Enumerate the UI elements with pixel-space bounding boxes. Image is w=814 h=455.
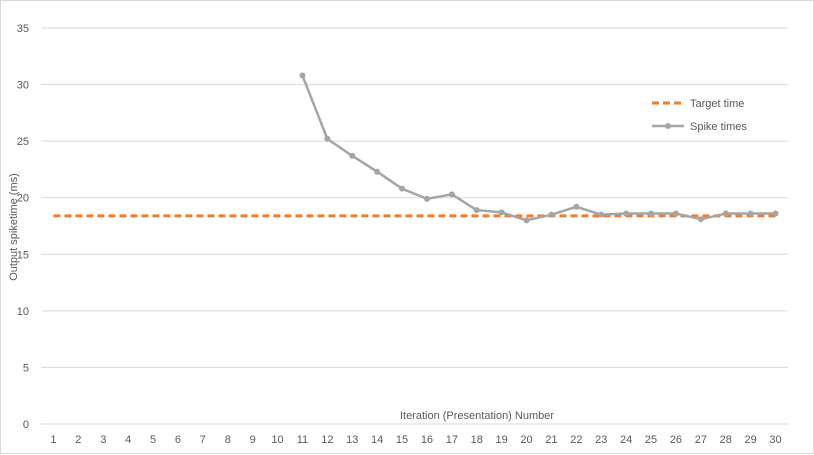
x-axis-ticks: 1 2 3 4 5 6 7 8 9 10 11 12 13 14 15 16 17 18 19 20 21 22 23 24 2…	[50, 434, 781, 446]
x-tick-label: 21	[545, 434, 557, 446]
x-tick-label: 20	[520, 434, 532, 446]
data-point	[349, 152, 356, 159]
x-tick-label: 13	[346, 434, 358, 446]
x-tick-label: 5	[150, 434, 156, 446]
x-tick-label: 12	[321, 434, 333, 446]
y-tick-label: 5	[23, 362, 29, 374]
data-point	[423, 195, 430, 202]
data-point	[598, 211, 605, 218]
data-point	[722, 210, 729, 217]
data-point	[399, 185, 406, 192]
x-tick-label: 1	[50, 434, 56, 446]
x-tick-label: 2	[75, 434, 81, 446]
x-tick-label: 15	[396, 434, 408, 446]
data-point	[772, 210, 779, 217]
legend-label: Spike times	[690, 121, 747, 133]
x-tick-label: 16	[421, 434, 433, 446]
data-point	[299, 72, 306, 79]
y-axis-ticks: 0 5 10 15 20 25 30 35	[17, 23, 29, 431]
data-point	[697, 216, 704, 223]
x-tick-label: 17	[446, 434, 458, 446]
data-point	[448, 191, 455, 198]
gridlines	[41, 27, 788, 425]
y-tick-label: 20	[17, 193, 29, 205]
x-tick-label: 10	[271, 434, 283, 446]
series-lines	[53, 72, 779, 224]
x-tick-label: 24	[620, 434, 632, 446]
y-axis-title: Output spiketime (ms)	[8, 173, 20, 281]
x-tick-label: 3	[100, 434, 106, 446]
x-tick-label: 8	[225, 434, 231, 446]
legend: Target time Spike times	[652, 98, 747, 133]
x-axis-title: Iteration (Presentation) Number	[400, 410, 554, 422]
y-tick-label: 10	[17, 306, 29, 318]
data-point	[473, 207, 480, 214]
data-point	[374, 168, 381, 175]
data-point	[623, 210, 630, 217]
y-tick-label: 30	[17, 80, 29, 92]
y-tick-label: 35	[17, 23, 29, 35]
x-tick-label: 30	[769, 434, 781, 446]
data-point	[648, 210, 655, 217]
data-point	[672, 210, 679, 217]
data-point	[324, 135, 331, 142]
x-tick-label: 11	[297, 434, 308, 446]
legend-label: Target time	[690, 98, 744, 110]
x-tick-label: 9	[250, 434, 256, 446]
x-tick-label: 23	[595, 434, 607, 446]
x-tick-label: 22	[570, 434, 582, 446]
x-tick-label: 18	[471, 434, 483, 446]
x-tick-label: 26	[670, 434, 682, 446]
x-tick-label: 27	[695, 434, 707, 446]
y-tick-label: 15	[17, 249, 29, 261]
legend-marker	[665, 123, 671, 129]
x-tick-label: 25	[645, 434, 657, 446]
data-point	[548, 211, 555, 218]
data-point	[573, 203, 580, 210]
x-tick-label: 28	[720, 434, 732, 446]
x-tick-label: 7	[200, 434, 206, 446]
x-tick-label: 4	[125, 434, 131, 446]
data-point	[747, 210, 754, 217]
data-point	[523, 217, 530, 224]
series-line-spike-times	[301, 75, 776, 222]
x-tick-label: 6	[175, 434, 181, 446]
y-tick-label: 25	[17, 136, 29, 148]
x-tick-label: 14	[371, 434, 383, 446]
x-tick-label: 29	[745, 434, 757, 446]
data-point	[498, 209, 505, 216]
y-tick-label: 0	[23, 419, 29, 431]
x-tick-label: 19	[496, 434, 508, 446]
